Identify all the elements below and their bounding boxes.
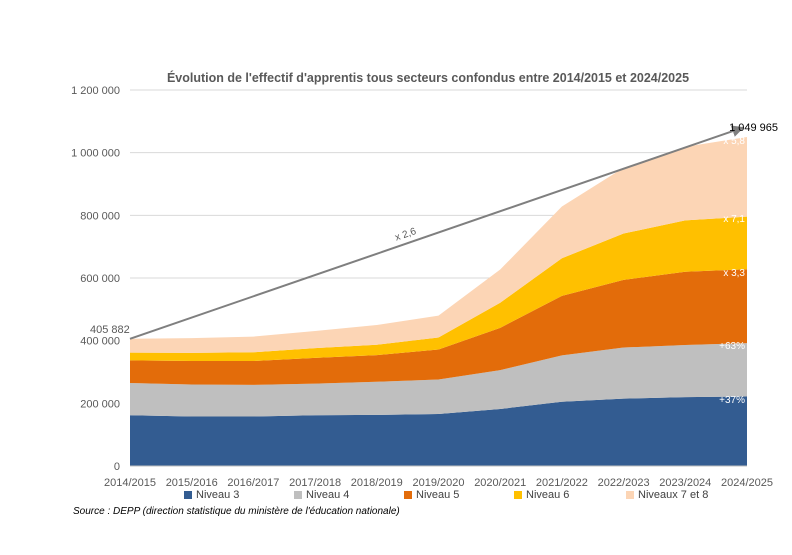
area-niveau-4: [130, 343, 747, 417]
series-annotation: +63%: [719, 341, 745, 352]
trend-line: [129, 125, 745, 340]
legend: Niveau 3 Niveau 4 Niveau 5 Niveau 6 Niveaux …: [184, 489, 746, 501]
y-tick-label: 1 000 000: [71, 148, 120, 160]
legend-item: Niveaux 7 et 8: [626, 489, 746, 501]
source-note: Source : DEPP (direction statistique du …: [73, 506, 400, 517]
legend-swatch: [294, 491, 302, 499]
x-tick-label: 2019/2020: [413, 477, 465, 489]
y-tick-label: 800 000: [80, 210, 120, 222]
areas: [130, 137, 747, 466]
x-tick-label: 2015/2016: [166, 477, 218, 489]
trend-end-label: 1 049 965: [729, 122, 778, 134]
series-annotation: x 3,3: [723, 268, 745, 279]
legend-swatch: [514, 491, 522, 499]
axes: 0 200 000 400 000 600 000 800 000 1 000 000 1 …: [71, 85, 773, 489]
legend-swatch: [184, 491, 192, 499]
legend-swatch: [626, 491, 634, 499]
series-annotation: x 7,1: [723, 214, 745, 225]
legend-item: Niveau 5: [404, 489, 514, 501]
legend-label: Niveau 3: [196, 489, 240, 501]
chart-title: Évolution de l'effectif d'apprentis tous…: [167, 70, 689, 85]
legend-label: Niveau 4: [306, 489, 350, 501]
area-niveau-5: [130, 269, 747, 385]
legend-item: Niveau 4: [294, 489, 404, 501]
area-niveau-6: [130, 216, 747, 362]
series-annotation: +37%: [719, 395, 745, 406]
series-annotation: x 5,8: [723, 136, 745, 147]
legend-item: Niveau 3: [184, 489, 294, 501]
y-tick-label: 0: [114, 461, 120, 473]
y-tick-label: 600 000: [80, 273, 120, 285]
x-tick-label: 2017/2018: [289, 477, 341, 489]
legend-label: Niveau 5: [416, 489, 460, 501]
legend-swatch: [404, 491, 412, 499]
x-tick-label: 2018/2019: [351, 477, 403, 489]
series-annotations: +37% +63% x 3,3 x 7,1 x 5,8: [719, 136, 745, 406]
x-tick-label: 2014/2015: [104, 477, 156, 489]
trend-start-label: 405 882: [90, 324, 130, 336]
legend-label: Niveaux 7 et 8: [638, 489, 709, 501]
x-tick-label: 2021/2022: [536, 477, 588, 489]
x-tick-label: 2020/2021: [474, 477, 526, 489]
area-niveaux-7-et-8: [130, 137, 747, 353]
y-tick-label: 1 200 000: [71, 85, 120, 97]
legend-label: Niveau 6: [526, 489, 570, 501]
y-tick-label: 400 000: [80, 336, 120, 348]
x-tick-label: 2016/2017: [227, 477, 279, 489]
y-tick-label: 200 000: [80, 398, 120, 410]
x-tick-label: 2023/2024: [659, 477, 711, 489]
area-niveau-3: [130, 396, 747, 466]
x-tick-label: 2024/2025: [721, 477, 773, 489]
x-tick-label: 2022/2023: [598, 477, 650, 489]
legend-item: Niveau 6: [514, 489, 626, 501]
